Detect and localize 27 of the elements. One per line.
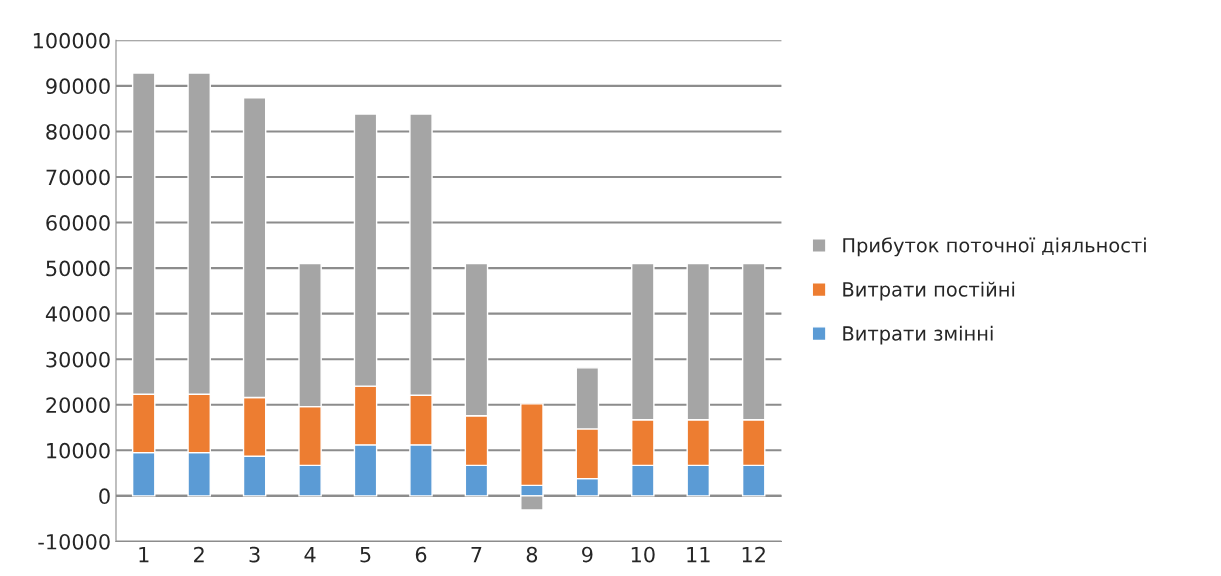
y-tick-label: -10000 [38,533,110,550]
legend-label: Витрати постійні [843,281,1015,301]
x-tick-label: 1 [139,546,149,563]
legend-label: Прибуток поточної діяльності [843,237,1146,257]
x-tick-label: 7 [471,546,482,563]
x-tick-label: 10 [631,546,655,563]
y-tick-label: 40000 [45,306,110,322]
y-tick-label: 10000 [47,442,110,459]
y-tick-label: 70000 [46,169,110,186]
x-tick-label: 5 [360,546,371,563]
y-tick-label: 100000 [33,32,110,49]
y-tick-label: 60000 [46,215,110,231]
y-tick-label: 30000 [46,351,110,368]
x-tick-label: 4 [304,546,316,563]
x-tick-label: 2 [194,546,204,563]
y-tick-label: 90000 [46,78,110,95]
legend-label: Витрати змінні [843,325,993,345]
x-tick-label: 9 [582,546,593,563]
x-tick-label: 12 [742,546,765,563]
x-tick-label: 3 [249,546,260,563]
y-tick-label: 0 [99,488,110,505]
x-tick-label: 8 [526,546,538,563]
x-tick-label: 6 [415,546,427,563]
y-tick-label: 50000 [46,260,110,277]
y-tick-label: 80000 [46,123,110,140]
y-tick-label: 20000 [46,397,110,413]
x-tick-label: 11 [687,546,710,563]
